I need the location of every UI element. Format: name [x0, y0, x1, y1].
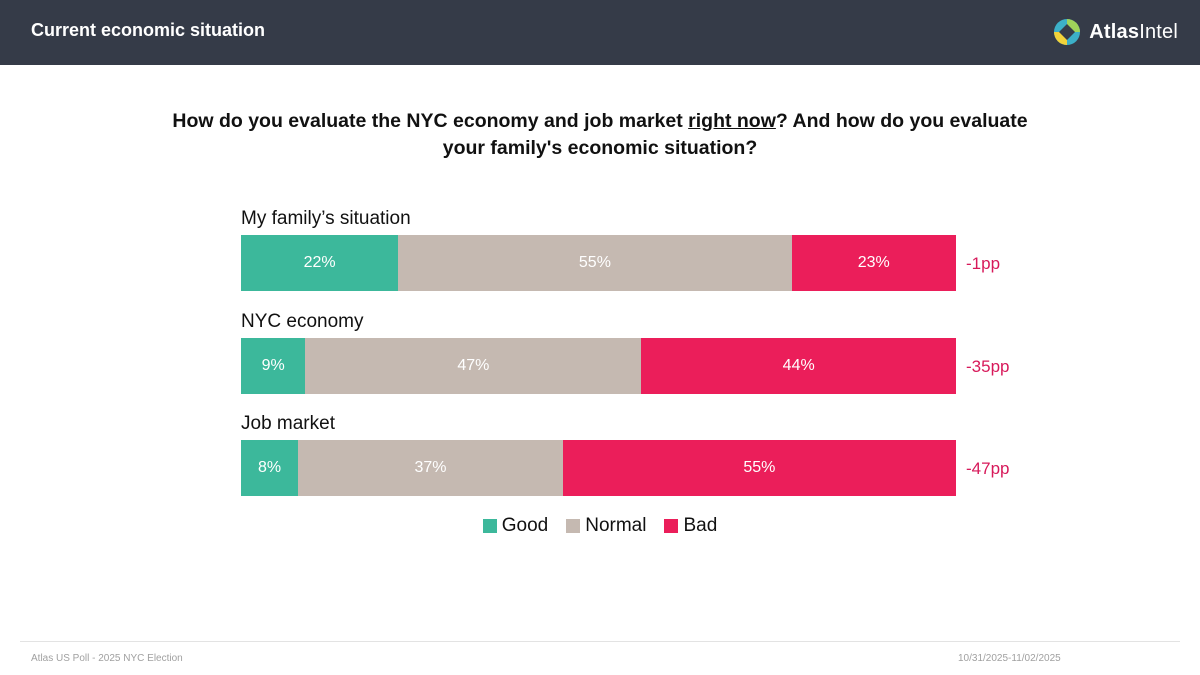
row-label-family: My family’s situation	[241, 208, 411, 229]
row-label-nyc-economy: NYC economy	[241, 311, 364, 332]
bar-nyc-economy-bad: 44%	[641, 338, 956, 394]
bar-family-normal: 55%	[398, 235, 792, 291]
bar-nyc-economy: 9% 47% 44%	[241, 338, 956, 394]
bar-family-bad-label: 23%	[857, 254, 890, 271]
bar-job-market-good: 8%	[241, 440, 299, 496]
question-part-2: ? And how do you evaluate your family's …	[442, 110, 1028, 159]
bar-job-market: 8% 37% 55%	[241, 440, 956, 496]
atlasintel-logo-icon	[1054, 19, 1081, 45]
net-family: -1pp	[966, 254, 1001, 273]
brand-name: AtlasIntel	[1089, 21, 1178, 44]
bar-family-normal-label: 55%	[578, 254, 611, 271]
question-part-1: How do you evaluate the NYC economy and …	[172, 110, 689, 132]
net-job-market: -47pp	[966, 459, 1010, 478]
bar-nyc-economy-normal: 47%	[305, 338, 642, 394]
page-title: Current economic situation	[31, 20, 266, 40]
legend-swatch-good	[482, 519, 497, 533]
bar-job-market-good-label: 8%	[258, 459, 282, 476]
legend-item-bad: Bad	[664, 515, 717, 537]
bar-family-bad: 23%	[791, 235, 956, 291]
legend-label-normal: Normal	[585, 515, 647, 536]
legend-swatch-normal	[566, 519, 581, 533]
bar-job-market-normal-label: 37%	[414, 459, 447, 476]
bar-family: 22% 55% 23%	[241, 235, 956, 291]
bar-family-good: 22%	[241, 235, 399, 291]
legend-label-good: Good	[501, 515, 549, 536]
legend-item-normal: Normal	[566, 515, 646, 537]
bar-job-market-bad-label: 55%	[743, 459, 776, 476]
bar-nyc-economy-bad-label: 44%	[782, 357, 815, 374]
bar-family-good-label: 22%	[303, 254, 336, 271]
row-label-job-market: Job market	[241, 413, 335, 434]
question-underlined: right now	[688, 110, 776, 132]
bar-job-market-bad: 55%	[562, 440, 956, 496]
brand: AtlasIntel	[1052, 17, 1178, 47]
bar-nyc-economy-good-label: 9%	[261, 357, 285, 374]
bar-nyc-economy-normal-label: 47%	[457, 357, 490, 374]
legend-item-good: Good	[482, 515, 549, 537]
footer-dates: 10/31/2025-11/02/2025	[958, 653, 1061, 664]
legend-label-bad: Bad	[683, 515, 718, 536]
legend-swatch-bad	[664, 519, 679, 533]
header-bar: Current economic situation AtlasIntel	[0, 0, 1200, 65]
brand-name-bold: Atlas	[1089, 20, 1140, 43]
bar-job-market-normal: 37%	[298, 440, 563, 496]
net-nyc-economy: -35pp	[966, 357, 1010, 376]
question-title: How do you evaluate the NYC economy and …	[150, 108, 1050, 162]
footer-divider	[20, 641, 1180, 642]
brand-name-regular: Intel	[1139, 20, 1178, 43]
bar-nyc-economy-good: 9%	[241, 338, 306, 394]
footer-source: Atlas US Poll - 2025 NYC Election	[31, 653, 183, 664]
chart-legend: Good Normal Bad	[0, 515, 1200, 537]
